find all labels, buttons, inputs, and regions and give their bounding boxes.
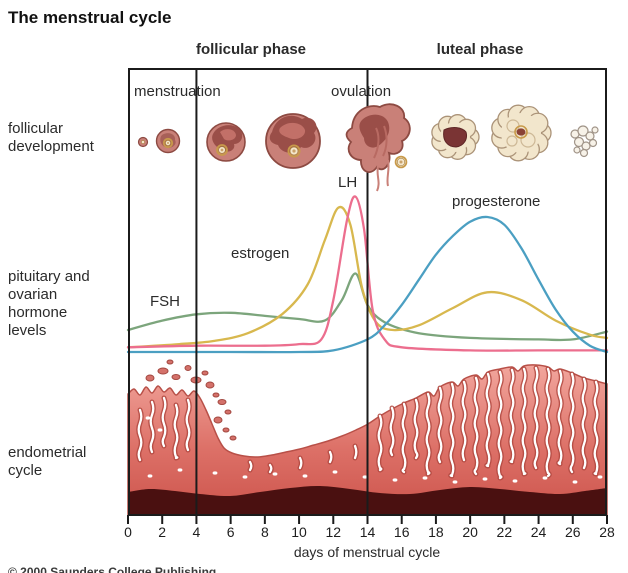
progesterone-curve-label: progesterone [452, 193, 541, 210]
follicular-development-row-label: follicular development [8, 120, 94, 155]
menstruation-label: menstruation [134, 83, 221, 100]
fsh-curve-label: FSH [150, 293, 180, 310]
axis-tick-label: 12 [325, 524, 342, 540]
follicle-illustrations [137, 103, 599, 192]
corpus-albicans-icon [570, 125, 599, 158]
axis-tick-label: 28 [599, 524, 615, 540]
axis-tick-label: 20 [462, 524, 478, 540]
corpus-luteum-early-icon [431, 114, 480, 160]
axis-tick-label: 10 [291, 524, 307, 540]
x-axis-title: days of menstrual cycle [293, 544, 441, 560]
curve-fsh [126, 272, 609, 342]
primary-follicle-icon [155, 128, 181, 154]
page-title: The menstrual cycle [8, 8, 172, 27]
luteal-phase-label: luteal phase [436, 41, 524, 58]
copyright-text: © 2000 Saunders College Publishing [8, 565, 217, 573]
axis-tick-label: 6 [226, 524, 235, 540]
corpus-luteum-mature-icon [491, 104, 552, 162]
ovulation-label: ovulation [331, 83, 392, 100]
hormone-levels-row-label: pituitary and ovarian hormone levels [8, 268, 90, 339]
axis-tick-label: 0 [124, 524, 132, 540]
curve-estrogen [126, 205, 609, 349]
lh-curve-label: LH [338, 174, 358, 191]
axis-tick-label: 4 [192, 524, 201, 540]
primordial-follicle-icon [137, 136, 149, 148]
mature-follicle-icon [265, 113, 321, 169]
axis-tick-label: 24 [530, 524, 547, 540]
endometrial-cycle-row-label: endometrial cycle [8, 444, 87, 479]
axis-tick-label: 18 [428, 524, 444, 540]
axis-tick-label: 8 [260, 524, 269, 540]
estrogen-curve-label: estrogen [231, 245, 290, 262]
hormone-curves [126, 195, 609, 354]
ovulating-follicle-icon [345, 103, 411, 192]
follicular-phase-label: follicular phase [195, 41, 307, 58]
growing-follicle-icon [206, 122, 246, 162]
curve-lh [126, 195, 609, 352]
curve-progesterone [126, 215, 609, 354]
axis-tick-label: 2 [158, 524, 167, 540]
axis-tick-label: 16 [393, 524, 410, 540]
x-axis-tick-labels: 0 2 4 6 8 10 12 14 16 18 20 22 24 26 28 [0, 524, 628, 542]
axis-tick-label: 14 [359, 524, 376, 540]
axis-tick-label: 22 [496, 524, 513, 540]
axis-tick-label: 26 [564, 524, 581, 540]
